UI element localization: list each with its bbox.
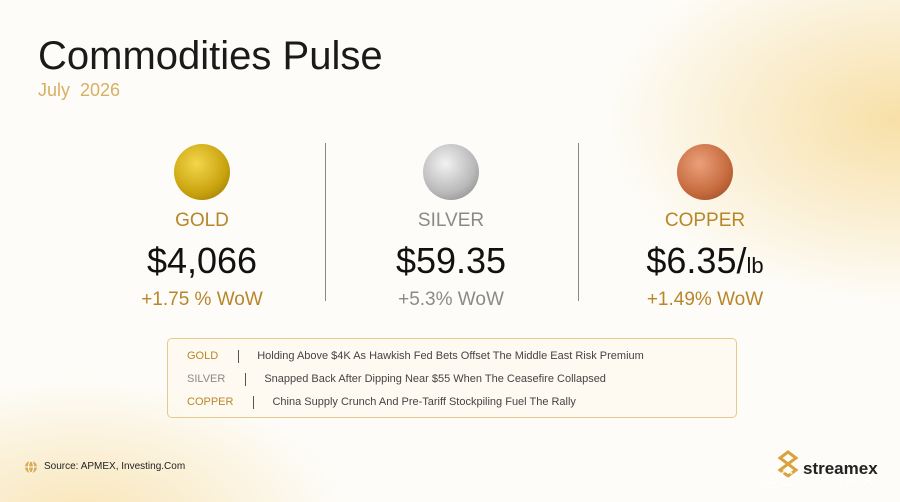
separator	[253, 395, 255, 409]
watermark: @Streamex	[757, 466, 874, 491]
note-row: GOLD Holding Above $4K As Hawkish Fed Bet…	[187, 346, 644, 366]
brand: streamex	[803, 459, 878, 478]
note-label: GOLD	[187, 350, 219, 362]
divider	[578, 143, 579, 301]
globe-icon	[25, 460, 37, 474]
card-change: +5.3% WoW	[398, 289, 504, 310]
card-name: GOLD	[175, 210, 229, 231]
note-label: SILVER	[187, 373, 226, 385]
card-name: SILVER	[417, 210, 485, 231]
subtitle: July 2026	[38, 80, 121, 100]
price-value: $6.35/	[646, 240, 747, 281]
price-unit: lb	[746, 253, 764, 278]
note-row: COPPER China Supply Crunch And Pre-Tariff…	[187, 392, 576, 412]
card-change: +1.49% WoW	[646, 289, 764, 310]
copper-coin	[677, 144, 733, 200]
note-row: SILVER Snapped Back After Dipping Near $5…	[187, 369, 606, 389]
brand-logo	[777, 450, 799, 478]
card-price: $6.35/lb	[585, 240, 825, 282]
silver-coin	[423, 144, 479, 200]
note-text: Snapped Back After Dipping Near $55 When…	[264, 373, 606, 385]
gold-coin	[174, 144, 230, 200]
separator	[238, 349, 240, 363]
divider	[325, 143, 326, 301]
card-change: +1.75 % WoW	[141, 289, 263, 310]
note-text: China Supply Crunch And Pre-Tariff Stock…	[272, 396, 576, 408]
title: Commodities Pulse	[38, 34, 383, 78]
note-text: Holding Above $4K As Hawkish Fed Bets Of…	[257, 350, 644, 362]
card-name: COPPER	[664, 210, 746, 231]
notes-box: GOLD Holding Above $4K As Hawkish Fed Bet…	[167, 338, 737, 418]
card-price: $4,066	[146, 240, 258, 281]
separator	[245, 372, 247, 386]
card-price: $59.35	[395, 240, 507, 281]
source: Source: APMEX, Investing.Com	[44, 461, 186, 472]
note-label: COPPER	[187, 396, 234, 408]
